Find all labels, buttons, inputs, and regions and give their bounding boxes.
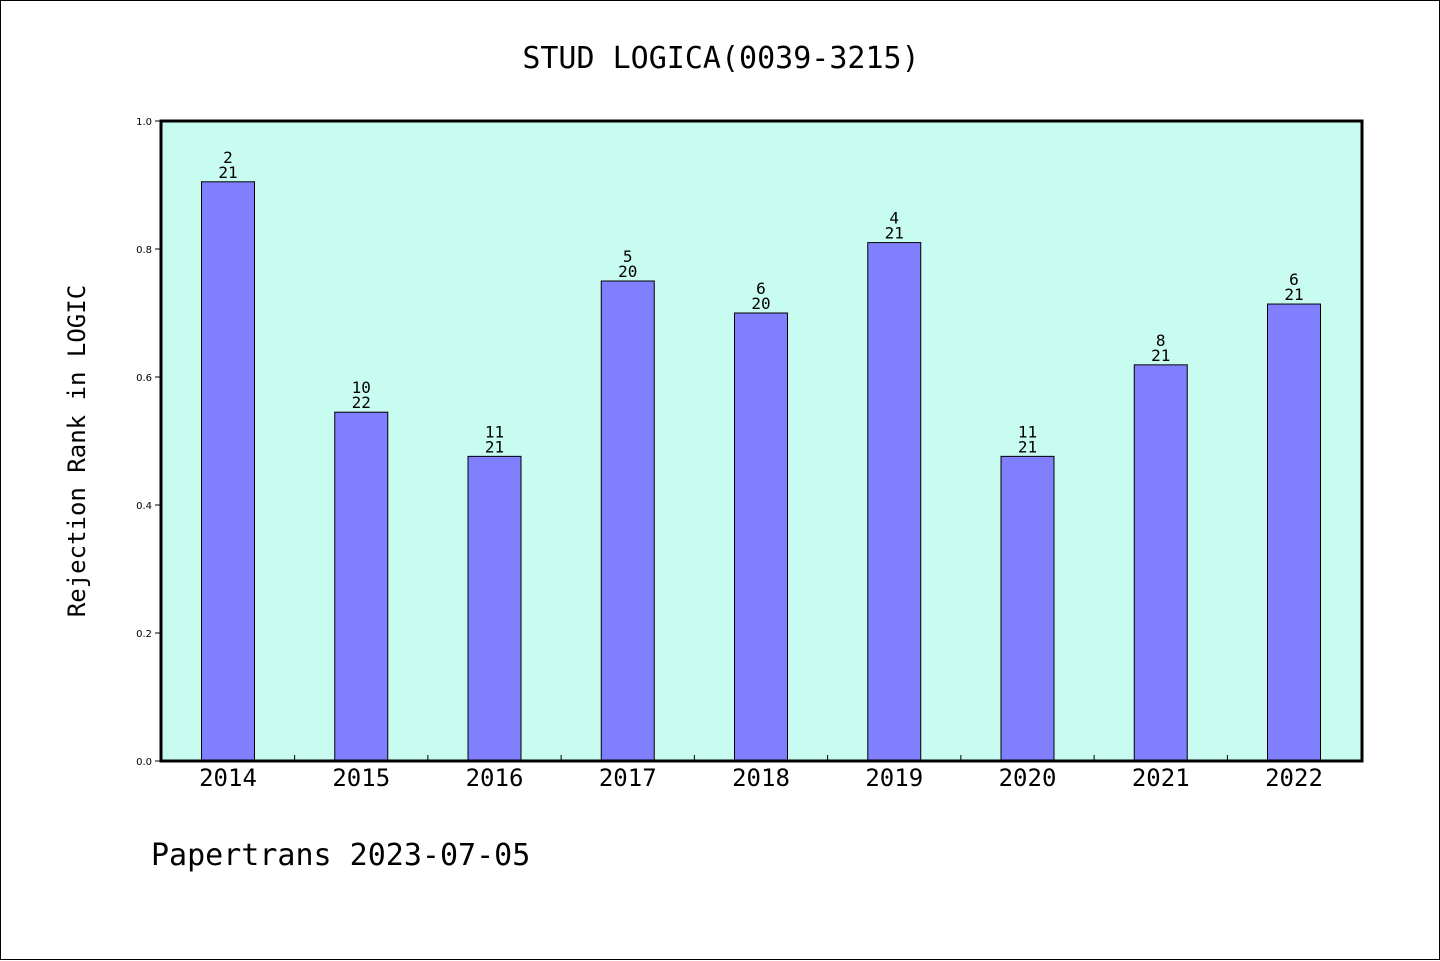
bar-2018 — [734, 312, 788, 762]
bar-rank-label: 6 — [756, 279, 766, 298]
chart-title: STUD LOGICA(0039-3215) — [522, 41, 919, 76]
x-tick-label: 2020 — [999, 764, 1057, 792]
bar-rank-label: 6 — [1289, 270, 1299, 289]
y-tick-label: 0.2 — [136, 629, 152, 640]
bar-2019 — [867, 242, 922, 762]
x-tick-label: 2018 — [732, 764, 790, 792]
bar-2017 — [600, 280, 655, 762]
bar-2022 — [1267, 303, 1321, 762]
bar-rank-label: 2 — [223, 148, 233, 167]
x-tick-label: 2019 — [865, 764, 923, 792]
x-tick-label: 2015 — [332, 764, 390, 792]
bar-total-label: 21 — [1151, 346, 1170, 365]
x-tick-label: 2017 — [599, 764, 657, 792]
x-tick-label: 2021 — [1132, 764, 1190, 792]
x-tick-label: 2022 — [1265, 764, 1323, 792]
x-tick-label: 2016 — [466, 764, 524, 792]
bar-2016 — [467, 455, 522, 762]
bar-total-label: 21 — [218, 163, 237, 182]
plot-border — [159, 119, 1364, 763]
y-axis-label: Rejection Rank in LOGIC — [63, 285, 91, 617]
bar-rank-label: 8 — [1156, 331, 1166, 350]
bar-total-label: 21 — [1284, 285, 1303, 304]
y-tick-label: 0.8 — [136, 245, 152, 256]
bars-group — [201, 181, 1321, 762]
bar-2014 — [201, 181, 255, 762]
bar-rank-label: 11 — [485, 422, 504, 441]
bar-rank-label: 10 — [352, 378, 371, 397]
bar-rank-label: 11 — [1018, 422, 1037, 441]
bar-total-label: 22 — [352, 393, 371, 412]
bar-total-label: 20 — [618, 262, 637, 281]
y-tick-label: 0.4 — [136, 501, 152, 512]
bar-total-label: 21 — [885, 224, 904, 243]
bar-2015 — [334, 411, 389, 762]
bar-rank-label: 4 — [889, 209, 899, 228]
y-tick-label: 1.0 — [136, 117, 152, 128]
y-tick-label: 0.0 — [136, 757, 152, 768]
bar-total-label: 21 — [485, 437, 504, 456]
x-axis-ticks: 2014 2015 2016 2017 2018 2019 2020 2021 2022 — [199, 755, 1323, 792]
footer-credit: Papertrans 2023-07-05 — [151, 838, 530, 873]
x-tick-label: 2014 — [199, 764, 257, 792]
bar-total-label: 21 — [1018, 437, 1037, 456]
bar-2021 — [1133, 364, 1188, 762]
bar-rank-label: 5 — [623, 247, 633, 266]
y-tick-label: 0.6 — [136, 373, 152, 384]
y-axis-ticks: 0.0 0.2 0.4 0.6 0.8 1.0 — [136, 117, 161, 768]
bar-total-label: 20 — [751, 294, 770, 313]
bar-2020 — [1000, 455, 1055, 762]
